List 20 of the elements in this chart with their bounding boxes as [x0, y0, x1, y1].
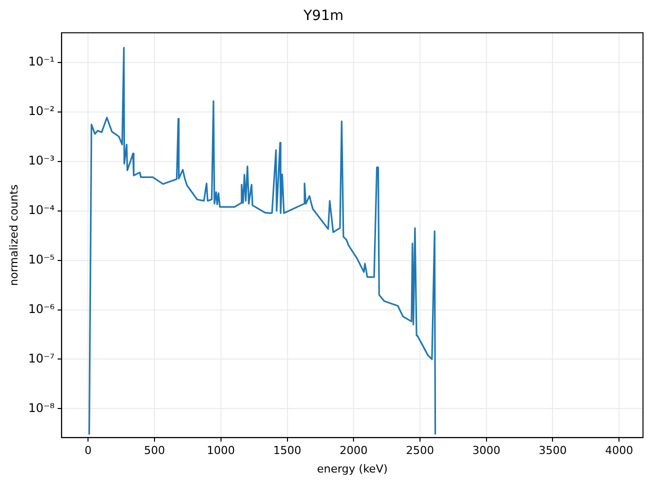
- y-tick-label: 10⁻⁸: [28, 400, 55, 415]
- x-tick-label: 2000: [340, 444, 368, 458]
- x-tick-label: 2500: [406, 444, 434, 458]
- y-axis-title: normalized counts: [7, 184, 20, 286]
- x-tick-label: 4000: [605, 444, 634, 458]
- y-tick-label: 10⁻²: [28, 104, 55, 118]
- y-tick-label: 10⁻³: [28, 154, 55, 168]
- y-tick-label: 10⁻⁴: [28, 203, 55, 218]
- x-axis-title: energy (keV): [316, 462, 388, 476]
- y-tick-label: 10⁻¹: [28, 54, 55, 69]
- x-tick-label: 1500: [273, 444, 302, 458]
- y-tick-label: 10⁻⁷: [28, 351, 55, 366]
- x-tick-label: 3000: [472, 444, 500, 458]
- x-tick-label: 1000: [206, 444, 235, 458]
- x-tick-label: 3500: [538, 444, 567, 458]
- y-tick-label: 10⁻⁵: [28, 252, 55, 266]
- chart-title: Y91m: [302, 8, 344, 24]
- x-tick-label: 0: [84, 444, 92, 458]
- x-tick-label: 500: [144, 444, 166, 458]
- y-tick-label: 10⁻⁶: [28, 302, 55, 316]
